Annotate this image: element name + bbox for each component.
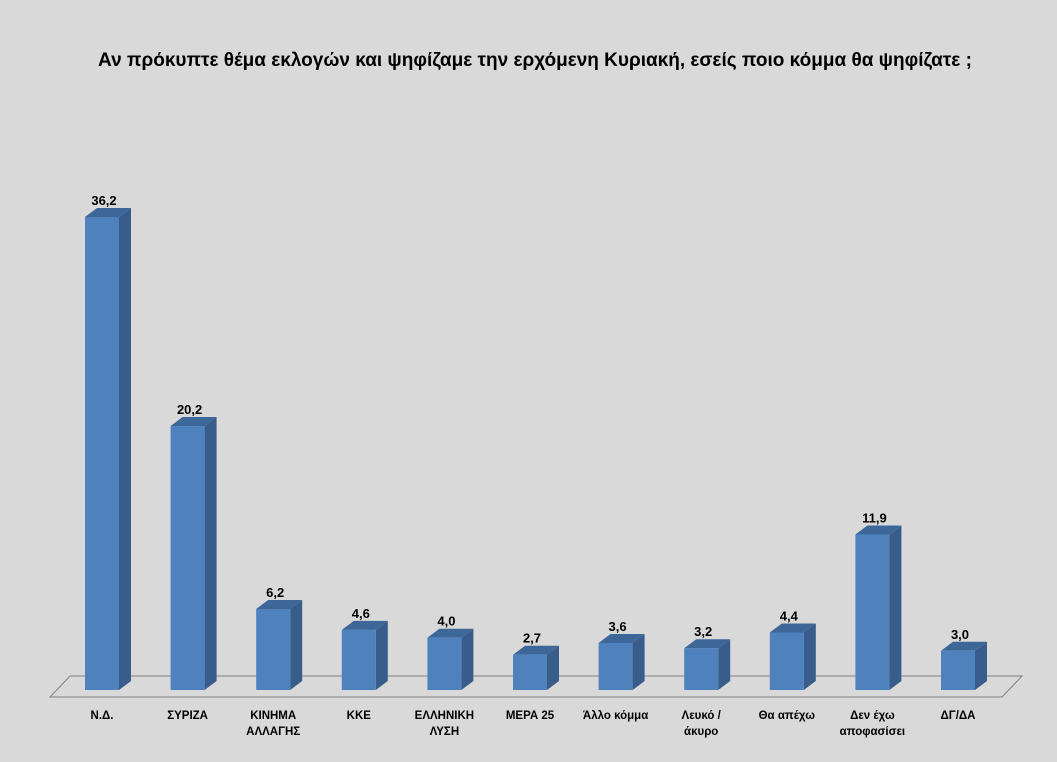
data-label: 3,0 [951, 627, 969, 642]
bar [598, 642, 633, 690]
data-label: 4,4 [780, 609, 799, 624]
data-label: 4,6 [352, 606, 370, 621]
category-label: Άλλο κόμμα [582, 710, 649, 722]
category-label: Λευκό / άκυρο [681, 710, 721, 738]
chart-title: Αν πρόκυπτε θέμα εκλογών και ψηφίζαμε τη… [98, 50, 972, 71]
bar-side [119, 208, 131, 690]
bar-top [170, 417, 217, 427]
bar-side [889, 525, 902, 690]
bar-top [769, 623, 816, 633]
data-label: 6,2 [266, 585, 284, 600]
bar-side [803, 623, 816, 690]
category-label: Ν.Δ. [90, 710, 114, 722]
bar-top [684, 639, 731, 649]
category-label: ΕΛΛΗΝΙΚΗ ΛΥΣΗ [414, 710, 475, 738]
bar-top [85, 208, 131, 217]
bar [769, 632, 804, 690]
category-label: Δεν έχω αποφασίσει [839, 710, 906, 738]
category-label: ΜΕΡΑ 25 [505, 710, 555, 722]
bar-top [941, 641, 987, 651]
bar-top [427, 628, 474, 638]
bar-side [718, 639, 731, 690]
bar-top [598, 633, 645, 643]
bar [341, 629, 376, 690]
data-label: 2,7 [523, 631, 541, 646]
bar [256, 608, 291, 690]
bar-top [341, 620, 388, 630]
bar [427, 637, 462, 690]
data-label: 11,9 [862, 511, 887, 526]
bar [684, 648, 719, 690]
bar [855, 534, 890, 690]
bar-top [513, 645, 559, 655]
bar-top [855, 525, 902, 535]
category-label: ΔΓ/ΔΑ [940, 710, 976, 722]
bar-top [256, 599, 303, 609]
category-label: ΚΙΝΗΜΑ ΑΛΛΑΓΗΣ [246, 710, 301, 738]
bar-side [975, 641, 987, 690]
bar-side [547, 645, 559, 690]
bar-side [461, 628, 474, 690]
bar [85, 217, 119, 690]
bar-side [632, 633, 645, 690]
data-label: 20,2 [177, 402, 202, 417]
category-label: ΣΥΡΙΖΑ [167, 710, 208, 722]
data-label: 3,2 [694, 624, 712, 639]
chart-floor [48, 675, 1024, 698]
bar [170, 426, 205, 690]
data-label: 4,0 [437, 614, 455, 629]
category-label: ΚΚΕ [346, 710, 371, 722]
bar [941, 650, 975, 690]
bar [513, 654, 547, 690]
bar-side [375, 620, 388, 690]
data-label: 36,2 [91, 193, 116, 208]
category-label: Θα απέχω [758, 710, 815, 722]
bar-side [204, 417, 217, 690]
bar-side [290, 599, 303, 690]
data-label: 3,6 [609, 619, 627, 634]
